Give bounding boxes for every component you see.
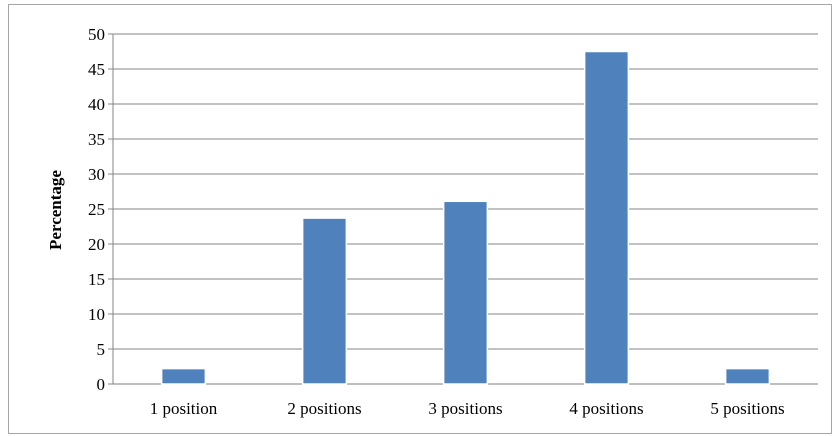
y-axis-title: Percentage [46,170,65,250]
y-tick-label: 30 [88,165,105,184]
x-tick-label: 2 positions [287,399,361,418]
bars [160,50,771,385]
y-tick-label: 40 [88,95,105,114]
y-tick-label: 50 [88,25,105,44]
x-tick-label: 4 positions [569,399,643,418]
y-tick-label: 15 [88,270,105,289]
y-tick-label: 20 [88,235,105,254]
x-tick-label: 5 positions [710,399,784,418]
bar-4 [583,50,630,385]
y-tick-label: 5 [97,340,106,359]
chart-frame [8,4,832,434]
x-tick-label: 3 positions [428,399,502,418]
x-tick-labels: 1 position 2 positions 3 positions 4 positi… [150,399,785,418]
y-tick-label: 10 [88,305,105,324]
bar-3 [442,200,489,385]
y-tick-label: 35 [88,130,105,149]
y-tick-label: 0 [97,375,106,394]
bar-2 [301,217,348,385]
bar-5 [724,367,771,385]
y-tick-label: 45 [88,60,105,79]
x-tick-label: 1 position [150,399,218,418]
y-tick-labels: 0 5 10 15 20 25 30 35 40 45 50 [88,25,105,394]
bar-1 [160,367,207,385]
y-tick-label: 25 [88,200,105,219]
